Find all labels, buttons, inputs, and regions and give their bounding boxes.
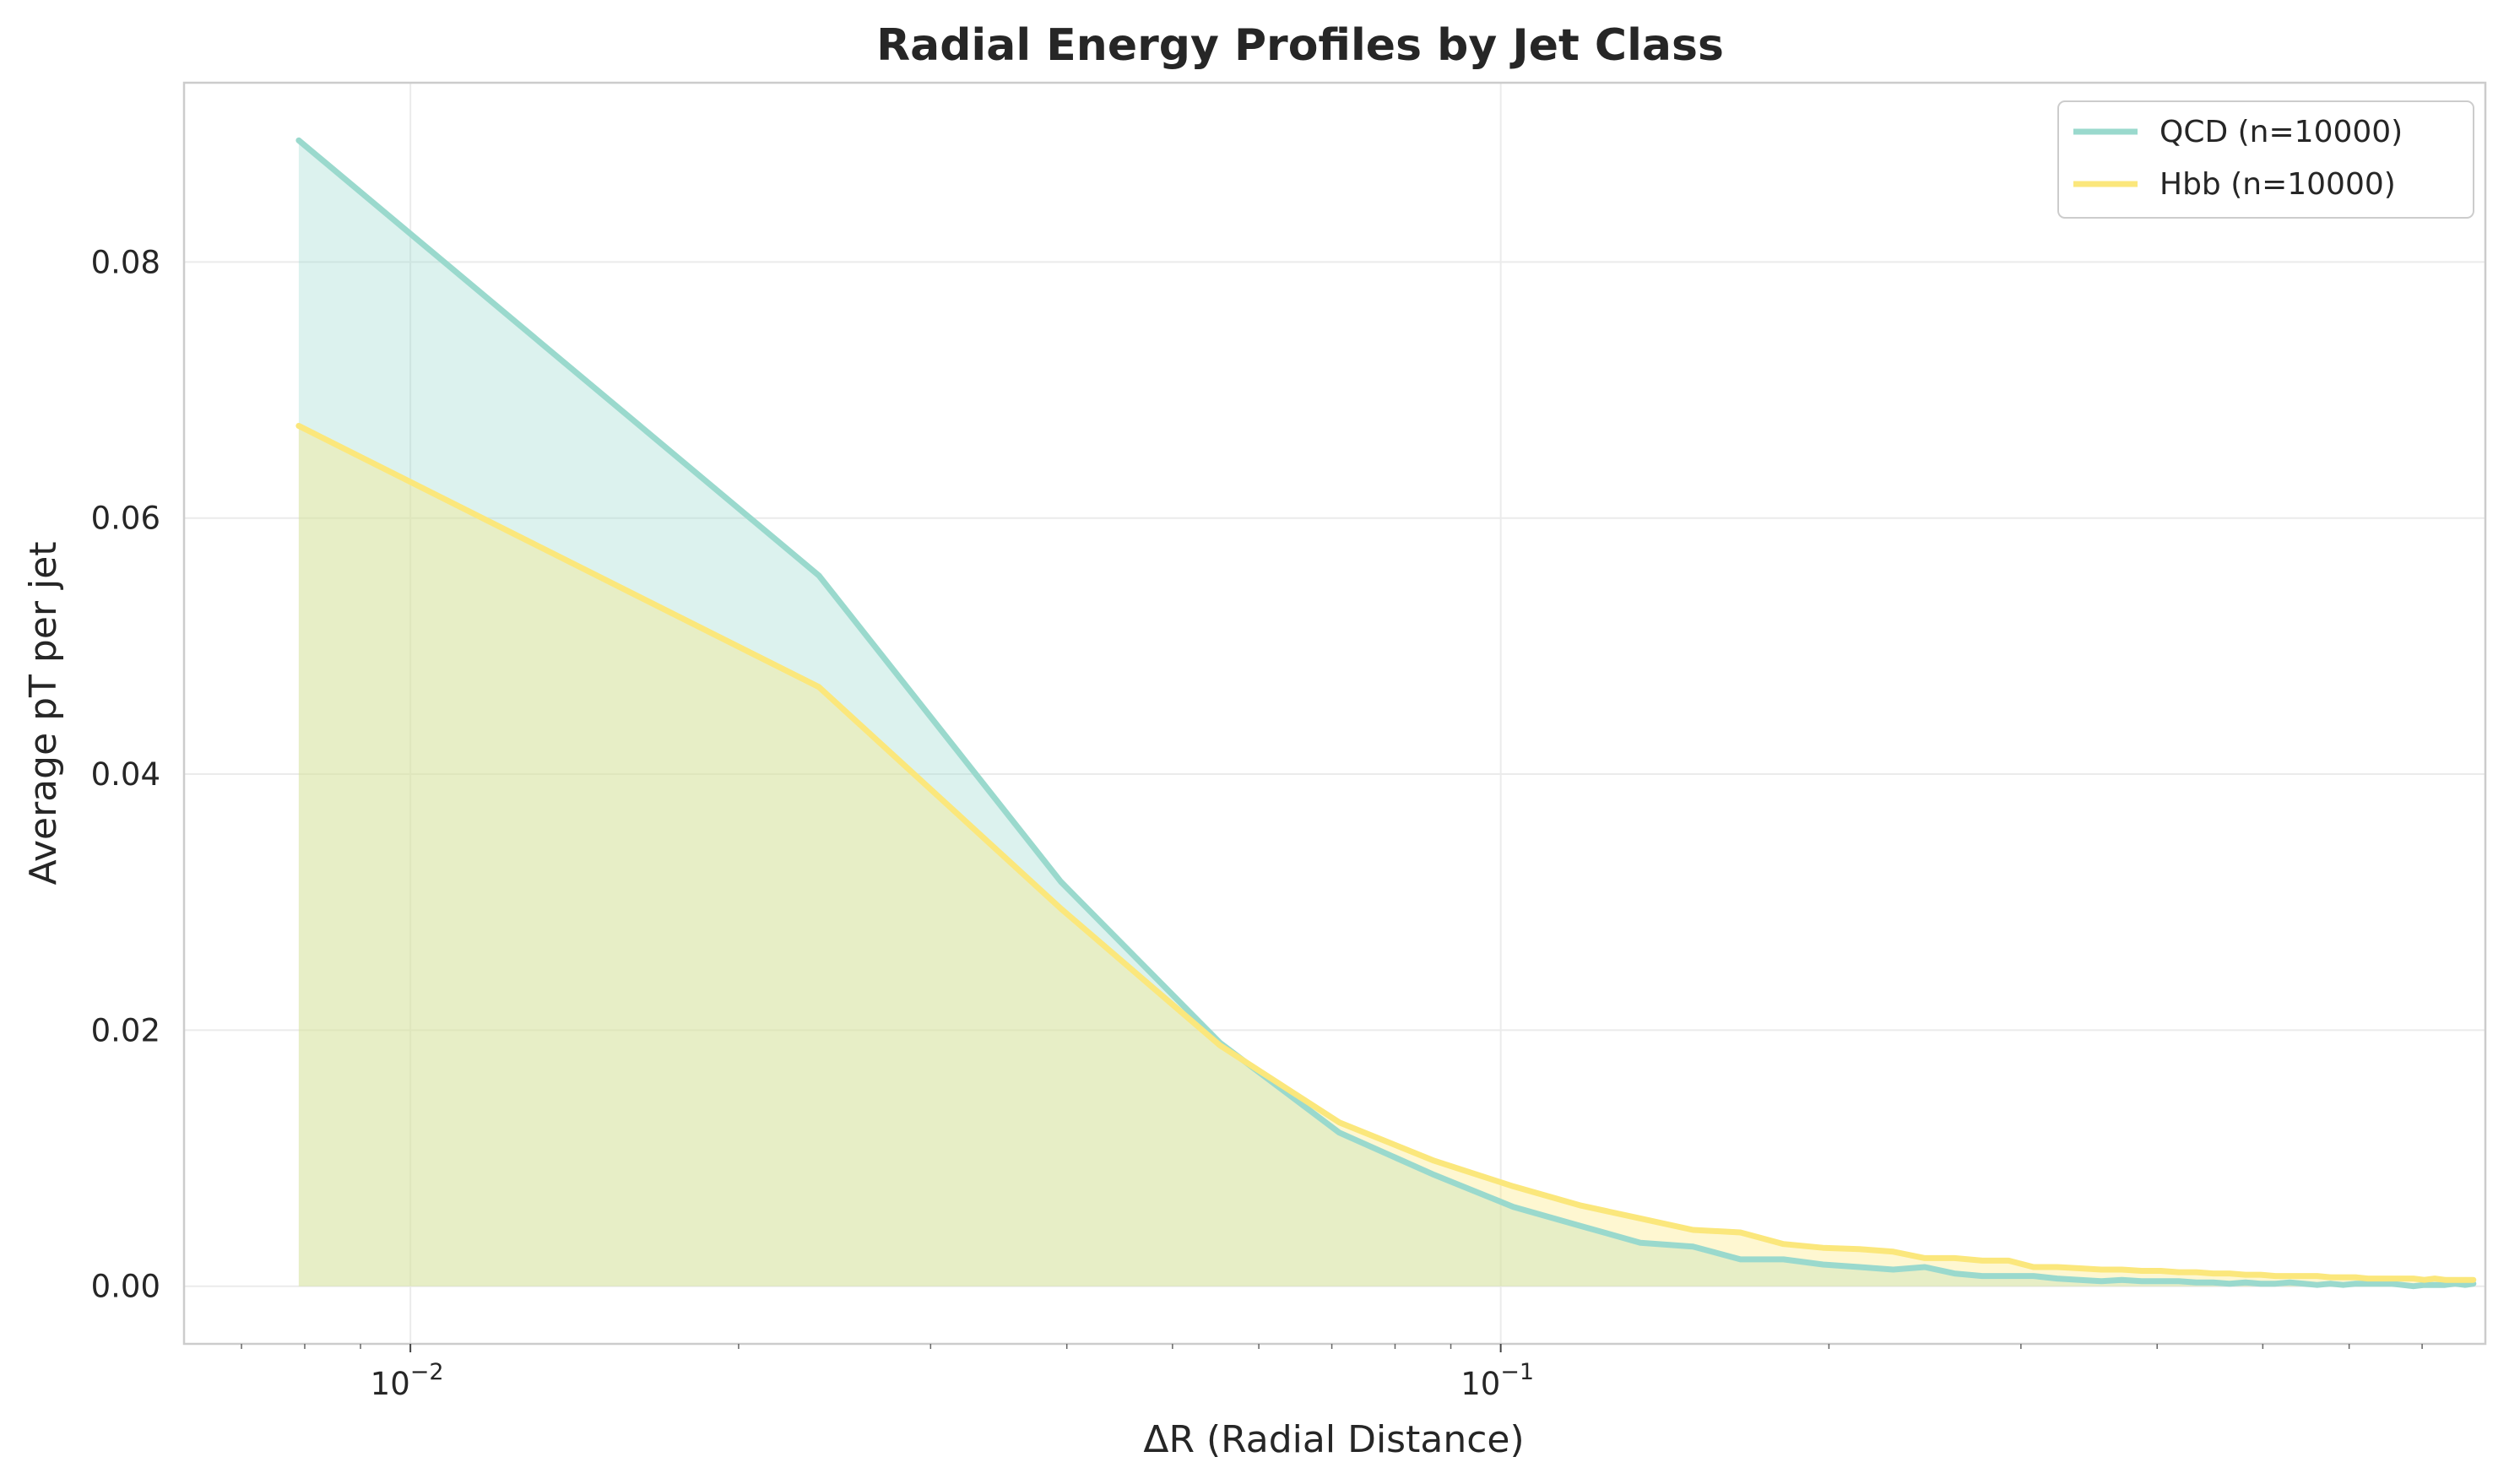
x-tick-label: 10−2 [371,1359,444,1402]
x-axis-label: ΔR (Radial Distance) [1143,1418,1524,1461]
x-tick-exponent: −1 [1500,1359,1534,1385]
x-tick-base: 10 [371,1366,410,1402]
grid-lines [184,83,2485,1344]
y-tick-label: 0.02 [91,1012,160,1048]
series-area-1 [298,425,2474,1286]
y-tick-label: 0.04 [91,756,160,793]
y-tick-label: 0.06 [91,501,160,537]
legend: QCD (n=10000) Hbb (n=10000) [2057,100,2474,219]
legend-entry-label: Hbb (n=10000) [2159,167,2396,202]
x-tick-base: 10 [1460,1366,1500,1402]
x-tick-label: 10−1 [1460,1359,1534,1402]
series-line-0 [295,137,2477,1290]
y-tick-label: 0.08 [91,244,160,280]
x-tick-exponent: −2 [410,1359,444,1385]
y-tick-label: 0.00 [91,1269,160,1305]
y-axis-label: Average pT per jet [22,541,65,885]
area-fills [298,140,2474,1286]
legend-box [2057,100,2474,219]
series-line-1 [295,423,2477,1283]
chart-title: Radial Energy Profiles by Jet Class [876,20,1724,71]
series-lines [295,137,2477,1290]
plot-area [184,83,2485,1344]
legend-entry-label: QCD (n=10000) [2159,115,2403,149]
series-area-0 [298,140,2474,1286]
plot-frame [182,81,2487,1346]
